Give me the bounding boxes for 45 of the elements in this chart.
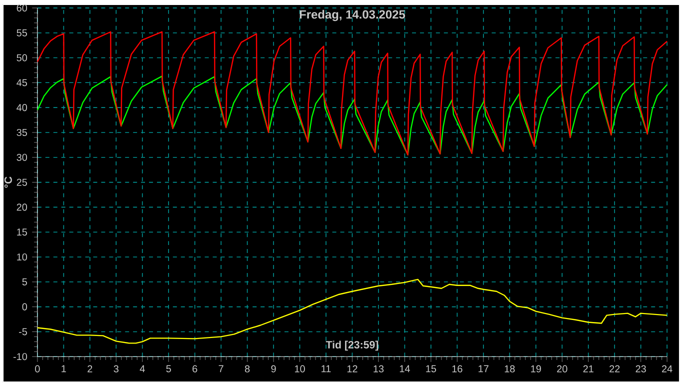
x-tick-label: 19 xyxy=(531,366,541,373)
x-tick-label: 6 xyxy=(192,366,198,373)
x-tick-label: 23 xyxy=(636,366,646,373)
x-tick-label: 16 xyxy=(452,366,462,373)
y-tick-label: 10 xyxy=(17,254,28,261)
chart-title: Fredag, 14.03.2025 xyxy=(300,10,406,22)
x-tick-label: 7 xyxy=(218,366,224,372)
x-tick-label: 3 xyxy=(114,366,118,373)
x-tick-label: 10 xyxy=(294,366,305,373)
x-tick-label: 15 xyxy=(426,366,436,372)
y-tick-label: 50 xyxy=(16,54,28,62)
x-tick-label: 4 xyxy=(140,366,145,372)
y-tick-label: -5 xyxy=(19,328,28,336)
x-tick-label: 14 xyxy=(400,366,410,372)
y-tick-label: 5 xyxy=(22,278,28,286)
y-axis-title: °C xyxy=(4,176,12,188)
x-tick-label: 8 xyxy=(244,366,250,373)
line-series xyxy=(36,31,668,156)
y-tick-label: 30 xyxy=(16,154,28,162)
x-tick-label: 1 xyxy=(62,366,66,372)
y-tick-label: 25 xyxy=(16,178,28,186)
y-tick-label: -10 xyxy=(13,353,28,360)
x-tick-label: 17 xyxy=(478,366,488,372)
y-tick-label: 60 xyxy=(16,4,28,12)
x-tick-label: 0 xyxy=(35,366,40,373)
y-tick-label: 45 xyxy=(16,79,28,86)
x-tick-label: 22 xyxy=(610,366,620,372)
x-tick-label: 20 xyxy=(557,366,568,373)
x-tick-label: 21 xyxy=(583,366,594,372)
y-tick-label: 15 xyxy=(17,228,28,236)
x-tick-label: 18 xyxy=(504,366,515,373)
x-tick-label: 9 xyxy=(271,366,276,373)
x-tick-label: 11 xyxy=(322,366,331,372)
x-tick-label: 5 xyxy=(166,366,171,372)
x-axis-title: Tid [23:59] xyxy=(326,340,378,351)
y-tick-label: 40 xyxy=(16,104,28,112)
x-tick-label: 13 xyxy=(374,366,384,373)
x-tick-label: 24 xyxy=(662,366,672,372)
x-tick-label: 2 xyxy=(88,366,92,372)
y-tick-label: 55 xyxy=(16,30,28,37)
y-tick-label: 20 xyxy=(16,204,28,211)
line-series xyxy=(36,76,668,156)
y-tick-label: 0 xyxy=(22,304,28,311)
y-tick-label: 35 xyxy=(16,129,28,136)
x-tick-label: 12 xyxy=(347,366,358,372)
